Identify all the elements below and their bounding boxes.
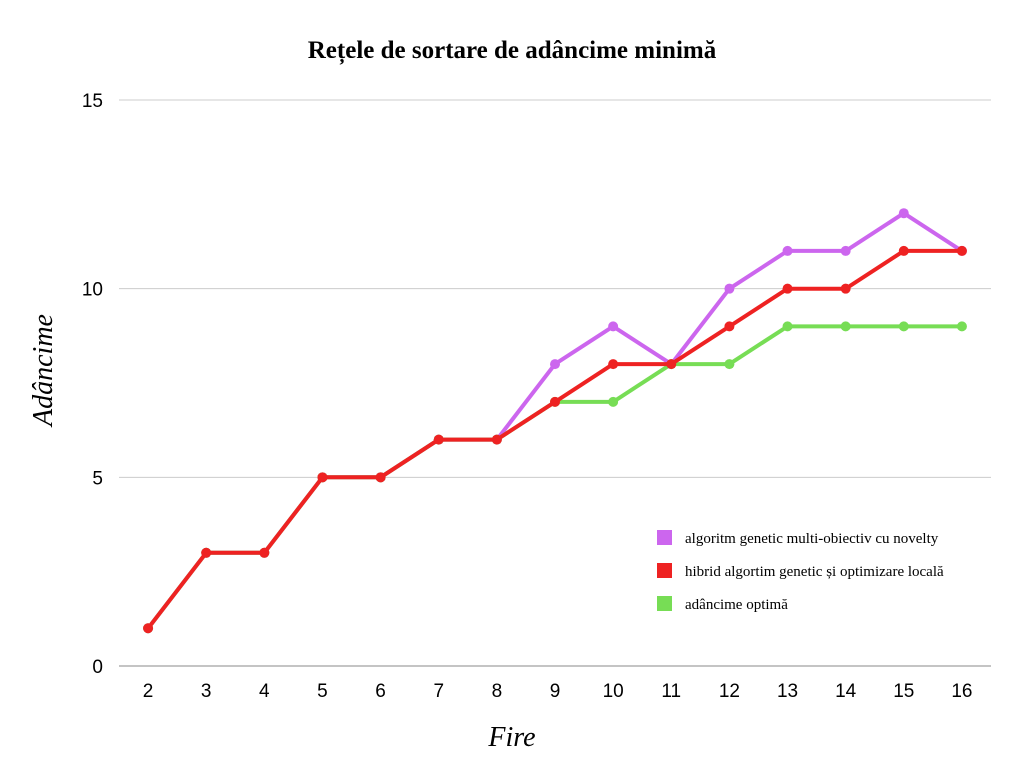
legend-label: algoritm genetic multi-obiectiv cu novel… xyxy=(685,531,939,547)
legend: algoritm genetic multi-obiectiv cu novel… xyxy=(657,530,944,613)
data-point xyxy=(550,359,560,370)
y-tick-label: 5 xyxy=(92,468,103,489)
x-tick-label: 16 xyxy=(951,681,972,702)
data-point xyxy=(433,434,444,445)
y-axis-label: Adâncime xyxy=(28,314,59,428)
data-point xyxy=(724,321,735,332)
x-tick-label: 11 xyxy=(661,681,681,702)
data-point xyxy=(840,245,851,256)
x-tick-label: 3 xyxy=(201,681,212,702)
y-tick-label: 10 xyxy=(82,280,103,301)
data-point xyxy=(143,623,154,634)
data-point xyxy=(956,321,967,332)
data-point xyxy=(666,359,677,370)
data-point xyxy=(782,321,793,332)
x-tick-label: 14 xyxy=(835,681,857,702)
legend-item: algoritm genetic multi-obiectiv cu novel… xyxy=(657,530,939,547)
data-point xyxy=(898,245,909,256)
chart-title: Rețele de sortare de adâncime minimă xyxy=(308,37,717,65)
x-tick-label: 9 xyxy=(550,681,561,702)
x-tick-label: 8 xyxy=(492,681,503,702)
y-axis-ticks: 0 5 10 15 xyxy=(82,91,103,678)
data-point xyxy=(375,472,386,483)
legend-item: adâncime optimă xyxy=(657,596,788,613)
data-point xyxy=(724,283,735,294)
x-axis-label: Fire xyxy=(487,722,535,753)
data-point xyxy=(608,396,619,407)
data-point xyxy=(898,208,909,219)
data-point xyxy=(491,434,502,445)
y-tick-label: 0 xyxy=(92,657,103,678)
data-point xyxy=(840,283,851,294)
x-tick-label: 5 xyxy=(317,681,328,702)
series-2 xyxy=(143,245,967,634)
data-point xyxy=(317,472,328,483)
legend-label: adâncime optimă xyxy=(685,597,788,613)
x-tick-label: 2 xyxy=(143,681,154,702)
data-point xyxy=(956,245,967,256)
legend-label: hibrid algortim genetic și optimizare lo… xyxy=(685,564,944,580)
grid xyxy=(119,99,991,667)
data-point xyxy=(201,547,212,558)
data-point xyxy=(550,396,560,407)
x-axis-ticks: 2 3 4 5 6 7 8 9 10 11 12 13 14 15 16 xyxy=(143,681,973,702)
y-tick-label: 15 xyxy=(82,91,103,112)
x-tick-label: 13 xyxy=(777,681,798,702)
x-tick-label: 7 xyxy=(433,681,444,702)
legend-item: hibrid algortim genetic și optimizare lo… xyxy=(657,563,944,580)
data-point xyxy=(724,359,735,370)
data-point xyxy=(898,321,909,332)
legend-swatch xyxy=(657,563,672,578)
data-point xyxy=(782,245,793,256)
data-point xyxy=(259,547,270,558)
series-lines xyxy=(143,208,967,634)
data-point xyxy=(782,283,793,294)
legend-swatch xyxy=(657,530,672,545)
x-tick-label: 4 xyxy=(259,681,270,702)
x-tick-label: 15 xyxy=(893,681,914,702)
legend-swatch xyxy=(657,596,672,611)
x-tick-label: 10 xyxy=(603,681,624,702)
x-tick-label: 12 xyxy=(719,681,740,702)
data-point xyxy=(608,321,619,332)
data-point xyxy=(608,359,619,370)
x-tick-label: 6 xyxy=(375,681,386,702)
data-point xyxy=(840,321,851,332)
